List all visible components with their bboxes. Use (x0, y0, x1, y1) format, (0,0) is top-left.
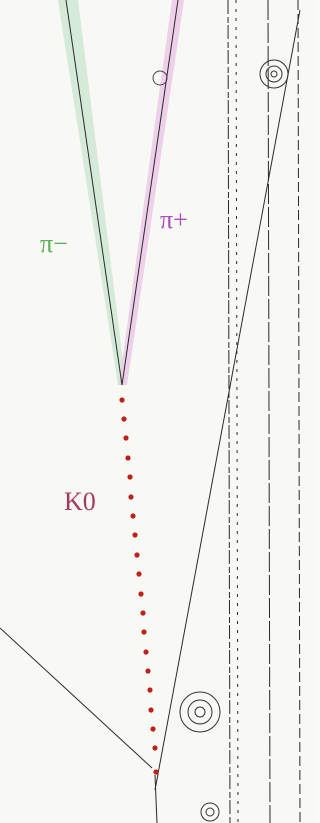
page: π− π+ K0 (() => { const data = JSON.pars… (0, 0, 316, 823)
k0-label: K0 (64, 487, 96, 516)
pi-plus-label: π+ (160, 205, 188, 234)
bubble-chamber-photo: π− π+ K0 (0, 0, 316, 823)
pi-minus-label: π− (40, 229, 68, 258)
